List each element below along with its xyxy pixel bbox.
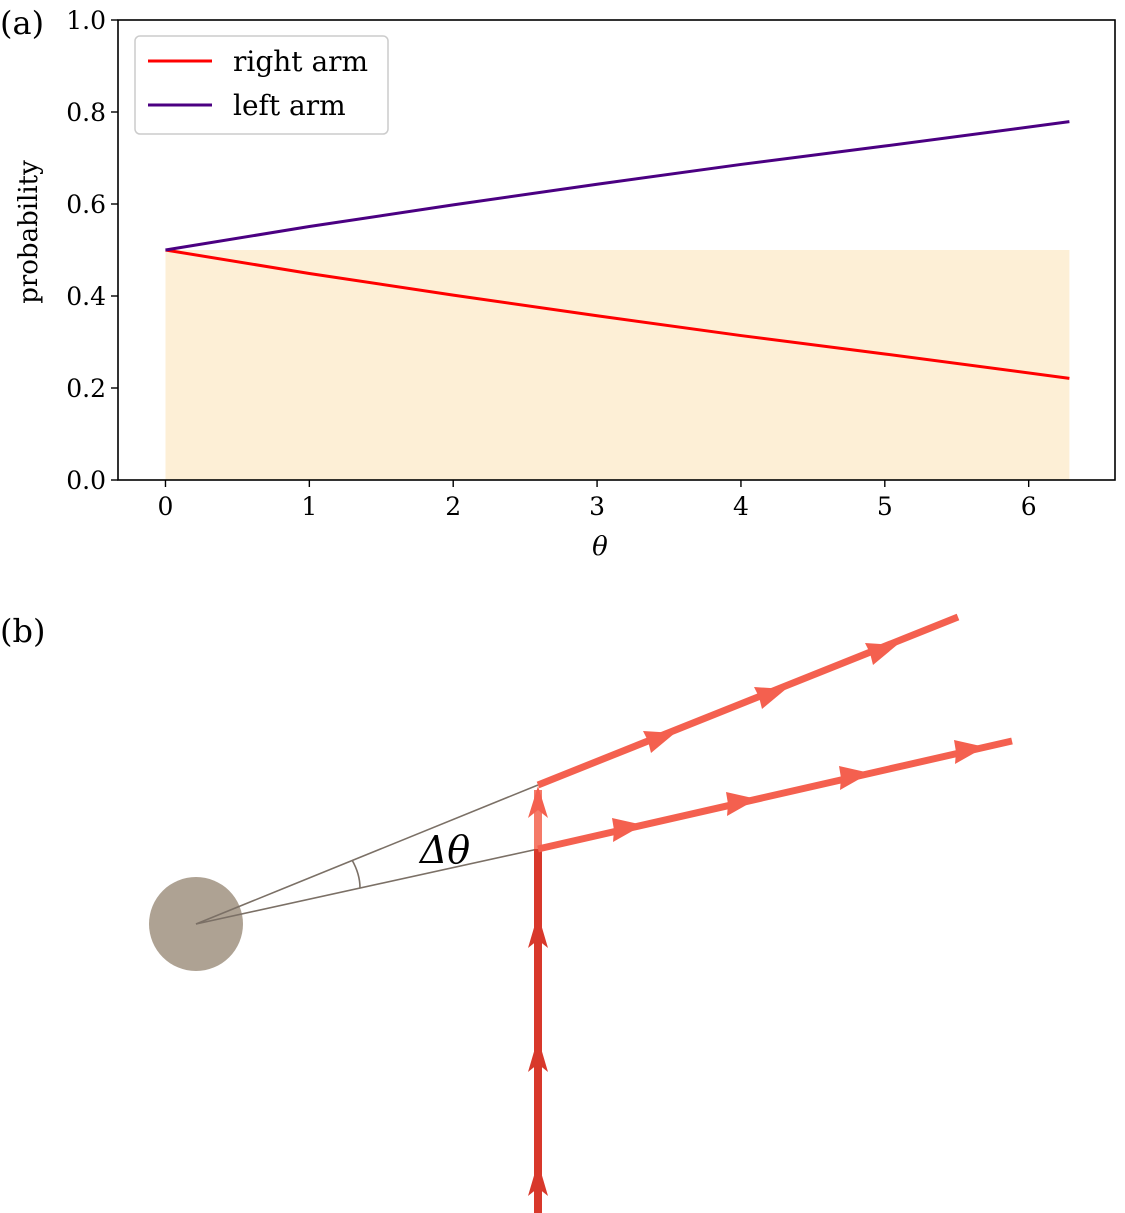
series-line-right-arm — [165, 248, 1070, 380]
outgoing-ray-upper — [536, 613, 960, 789]
angle-label: Δθ — [418, 828, 470, 872]
panel-b-label: (b) — [0, 612, 45, 650]
incoming-arrowhead-2 — [528, 1038, 548, 1072]
lower-ray-arrowhead-3 — [839, 766, 870, 790]
diagram: Δθ — [149, 613, 1013, 1213]
x-tick-label: 3 — [589, 492, 605, 521]
series-line-left-arm — [165, 120, 1070, 252]
legend-label-right-arm: right arm — [233, 45, 368, 78]
construction-line-lower — [195, 848, 539, 925]
construction-line-upper — [195, 784, 539, 925]
y-axis-label: probability — [14, 160, 44, 304]
x-axis-label: θ — [592, 532, 608, 562]
y-tick-label: 0.2 — [66, 374, 106, 403]
lower-ray-arrowhead-2 — [726, 792, 757, 816]
x-tick-label: 1 — [301, 492, 317, 521]
x-tick-label: 5 — [877, 492, 893, 521]
upper-ray-arrowhead-1 — [643, 731, 675, 753]
panel-a-label: (a) — [0, 4, 44, 42]
series-lines — [165, 120, 1070, 380]
shaded-region — [165, 250, 1070, 480]
line-chart: 0 1 2 3 4 5 6 0.0 0.2 0.4 0.6 0.8 1.0 θ probability… — [14, 6, 1116, 562]
x-tick-label: 0 — [158, 492, 174, 521]
x-axis-ticks: 0 1 2 3 4 5 6 — [158, 480, 1037, 521]
x-tick-label: 2 — [445, 492, 461, 521]
y-tick-label: 1.0 — [66, 6, 106, 35]
stub-arrowhead — [528, 786, 548, 818]
lower-ray-arrowhead-4 — [954, 740, 985, 764]
y-tick-label: 0.4 — [66, 282, 106, 311]
x-tick-label: 4 — [733, 492, 749, 521]
y-tick-label: 0.8 — [66, 98, 106, 127]
legend-label-left-arm: left arm — [233, 89, 346, 122]
upper-ray-arrowhead-2 — [754, 687, 786, 709]
y-axis-ticks: 0.0 0.2 0.4 0.6 0.8 1.0 — [66, 6, 118, 495]
legend: right arm left arm — [134, 35, 389, 135]
incoming-arrowhead-3 — [528, 914, 548, 948]
y-tick-label: 0.6 — [66, 190, 106, 219]
angle-arc — [351, 859, 361, 889]
upper-ray-arrowhead-3 — [865, 643, 897, 665]
x-tick-label: 6 — [1021, 492, 1037, 521]
plot-frame — [117, 19, 1116, 481]
incoming-arrowhead-1 — [528, 1162, 548, 1196]
lower-ray-arrowhead-1 — [612, 818, 643, 842]
y-tick-label: 0.0 — [66, 466, 106, 495]
